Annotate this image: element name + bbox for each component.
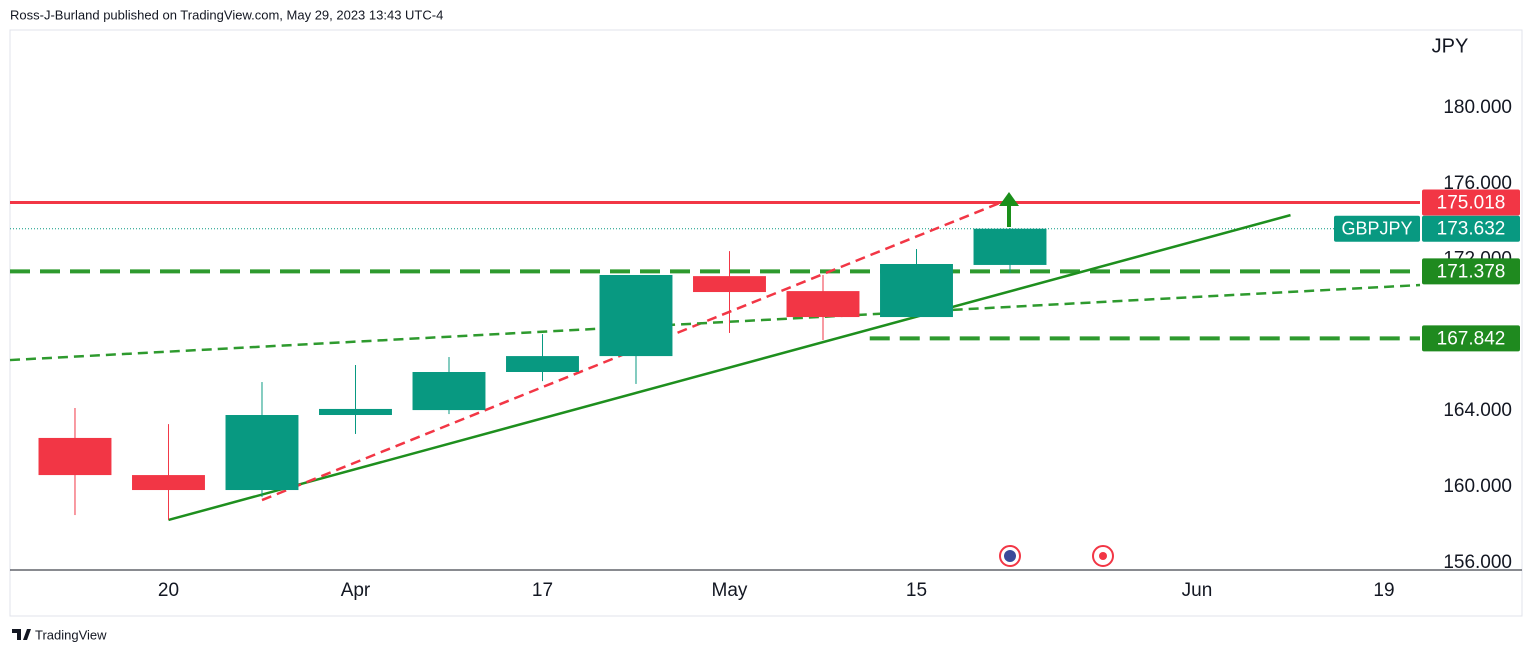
y-tick-label: 176.000 (1443, 173, 1512, 194)
x-tick-label: 17 (532, 580, 553, 601)
footer: TradingView (35, 627, 107, 642)
candle-body (506, 356, 579, 372)
price-label: 167.842 (1437, 328, 1506, 349)
x-tick-label: Apr (341, 580, 371, 601)
arrow-head (999, 192, 1019, 206)
header: Ross-J-Burland published on TradingView.… (10, 7, 443, 22)
x-tick-label: 15 (906, 580, 927, 601)
candle-body (412, 372, 486, 411)
panel-border (9, 29, 1523, 617)
x-tick-label: May (712, 580, 748, 601)
y-tick-label: 180.000 (1443, 97, 1512, 118)
candle-body (973, 228, 1047, 265)
x-tick-label: Jun (1182, 580, 1213, 601)
candle-body (880, 264, 953, 318)
candle-body (599, 274, 673, 357)
trend-line (9, 283, 1421, 362)
price-label: 173.632 (1437, 219, 1506, 240)
candle-body (786, 291, 860, 318)
candle-body (132, 475, 205, 491)
y-tick-label: 156.000 (1443, 552, 1512, 573)
symbol-box (1334, 215, 1420, 242)
currency: JPY (1432, 35, 1469, 57)
price-axis: 156.000160.000164.000172.000176.000180.0… (1334, 97, 1520, 573)
price-label-box (1422, 258, 1520, 285)
price-label: 175.018 (1437, 192, 1506, 213)
candle-body (693, 276, 766, 293)
x-tick-label: 20 (158, 580, 179, 601)
symbol-label: GBPJPY (1341, 218, 1412, 238)
y-tick-label: 164.000 (1443, 400, 1512, 421)
plot (9, 200, 1421, 522)
event-dot (1099, 552, 1107, 560)
candle-body (319, 408, 392, 416)
event-flag (1004, 550, 1016, 562)
logo (12, 629, 31, 640)
price-label: 171.378 (1437, 261, 1506, 282)
candle-body (225, 415, 299, 491)
price-label-box (1422, 215, 1520, 242)
x-tick-label: 19 (1373, 580, 1394, 601)
price-label-box (1422, 189, 1520, 216)
y-tick-label: 160.000 (1443, 476, 1512, 497)
candle-body (38, 437, 112, 476)
price-label-box (1422, 325, 1520, 352)
trend-line (168, 213, 1291, 522)
trend-line (261, 201, 1001, 502)
